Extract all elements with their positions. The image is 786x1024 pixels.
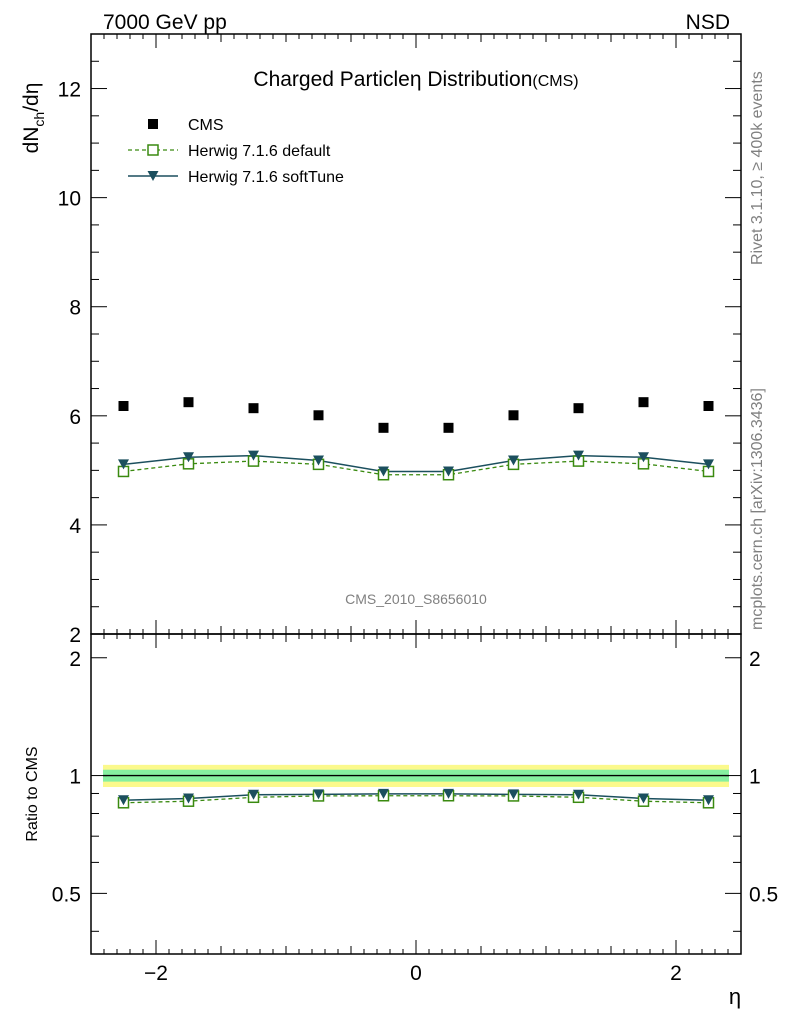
point-cms (638, 397, 649, 408)
point-softtune (183, 452, 194, 463)
point-softtune (638, 452, 649, 463)
header-left: 7000 GeV pp (103, 11, 227, 34)
legend-marker-softtune (147, 171, 159, 181)
ratio-point-softtune (183, 793, 194, 804)
series-line-default (123, 460, 709, 476)
mcplots-label: mcplots.cern.ch [arXiv:1306.3436] (749, 388, 766, 630)
point-cms (313, 410, 324, 421)
ratio-y-tick-label: 2 (69, 648, 81, 671)
ratio-point-softtune (638, 793, 649, 804)
main-panel: Charged Particleη Distribution(CMS) CMS_… (20, 33, 742, 647)
point-softtune (443, 466, 454, 477)
ratio-point-softtune (378, 788, 389, 799)
point-cms (248, 403, 259, 414)
point-cms (573, 403, 584, 414)
ratio-panel: −2 0 2 0.5 0.5 1 1 2 2 Ratio to CMS η (24, 633, 778, 1009)
ratio-point-softtune (573, 789, 584, 800)
main-title-text: Charged Particleη Distribution (253, 68, 532, 91)
y-tick-label: 12 (58, 79, 81, 102)
point-softtune (313, 455, 324, 466)
ratio-y-tick-label: 1 (69, 766, 81, 789)
header-right: NSD (686, 11, 730, 34)
ratio-y-tick-label-right: 2 (749, 648, 761, 671)
legend-marker-default (147, 144, 159, 156)
ratio-point-softtune (313, 789, 324, 800)
legend-label: CMS (188, 117, 224, 134)
x-tick-label: 0 (410, 962, 422, 985)
series-line-softtune (123, 454, 709, 473)
rivet-label: Rivet 3.1.10, ≥ 400k events (749, 71, 766, 265)
point-softtune (703, 459, 714, 470)
legend-marker-cms (148, 119, 158, 129)
x-tick-label: −2 (144, 962, 168, 985)
ratio-y-tick-label-right: 1 (749, 766, 761, 789)
legend-label: Herwig 7.1.6 softTune (188, 169, 344, 186)
point-softtune (573, 450, 584, 461)
ratio-point-softtune (248, 789, 259, 800)
point-cms (443, 422, 454, 433)
main-ylabel: dNch/dη (20, 83, 47, 154)
y-tick-label: 2 (69, 624, 81, 647)
y-tick-label: 8 (69, 297, 81, 320)
point-cms (508, 410, 519, 421)
legend: CMS Herwig 7.1.6 default Herwig 7.1.6 soft… (128, 117, 344, 186)
main-title-suffix: (CMS) (532, 73, 578, 90)
y-tick-label: 10 (58, 188, 81, 211)
point-cms (378, 422, 389, 433)
ratio-y-tick-label: 0.5 (52, 883, 81, 906)
ratio-ylabel: Ratio to CMS (24, 746, 41, 841)
main-title: Charged Particleη Distribution(CMS) (253, 68, 578, 91)
point-softtune (118, 459, 129, 470)
ratio-point-softtune (443, 788, 454, 799)
ratio-y-tick-label-right: 0.5 (749, 883, 778, 906)
ratio-point-softtune (508, 789, 519, 800)
x-axis-label: η (729, 984, 741, 1009)
point-cms (183, 397, 194, 408)
y-tick-label: 6 (69, 406, 81, 429)
point-softtune (248, 450, 259, 461)
point-cms (118, 401, 129, 411)
point-cms (703, 401, 714, 411)
x-tick-label: 2 (670, 962, 682, 985)
point-softtune (378, 466, 389, 477)
watermark: CMS_2010_S8656010 (345, 591, 487, 607)
legend-label: Herwig 7.1.6 default (188, 143, 331, 160)
ratio-point-softtune (118, 795, 129, 806)
ratio-line-softtune (123, 793, 709, 801)
point-softtune (508, 455, 519, 466)
y-tick-label: 4 (69, 515, 81, 538)
ratio-point-softtune (703, 795, 714, 806)
